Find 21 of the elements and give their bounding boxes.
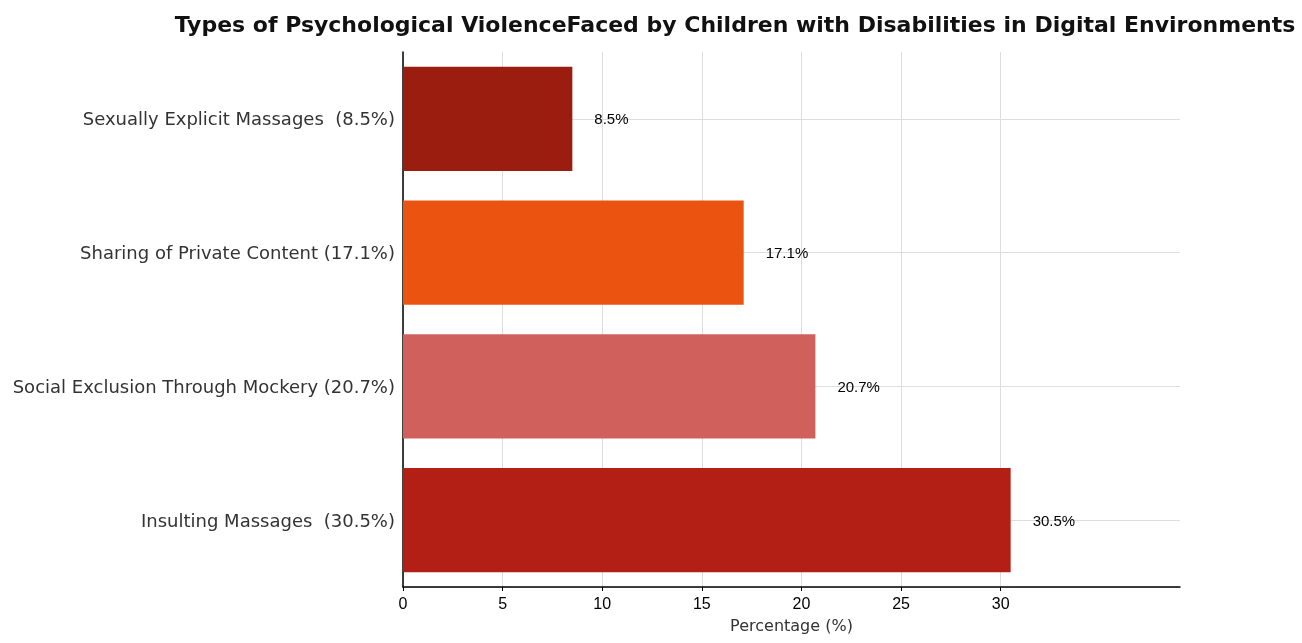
data-label: 17.1%: [765, 244, 809, 262]
y-tick-label: Sexually Explicit Massages (8.5%): [82, 108, 395, 130]
x-tick-label: 25: [892, 594, 911, 612]
x-tick-label: 5: [498, 594, 508, 612]
x-tick-label: 20: [792, 594, 811, 612]
bar: [403, 200, 744, 305]
x-tick-label: 30: [991, 594, 1010, 612]
bar: [403, 334, 816, 439]
y-tick-label: Sharing of Private Content (17.1%): [80, 242, 395, 264]
x-tick-label: 15: [692, 594, 711, 612]
data-label: 30.5%: [1032, 511, 1076, 529]
x-tick-label: 0: [398, 594, 408, 612]
data-label: 8.5%: [594, 110, 629, 128]
x-tick-label: 10: [593, 594, 612, 612]
x-axis-title: Percentage (%): [730, 615, 853, 635]
y-tick-label: Social Exclusion Through Mockery (20.7%): [12, 375, 395, 397]
bar: [403, 66, 573, 172]
bar: [403, 467, 1011, 573]
chart-title: Types of Psychological ViolenceFaced by Children with Disabilities in Digital Environments: [174, 11, 1296, 37]
data-label: 20.7%: [837, 377, 880, 395]
y-tick-label: Insulting Massages (30.5%): [140, 509, 395, 531]
